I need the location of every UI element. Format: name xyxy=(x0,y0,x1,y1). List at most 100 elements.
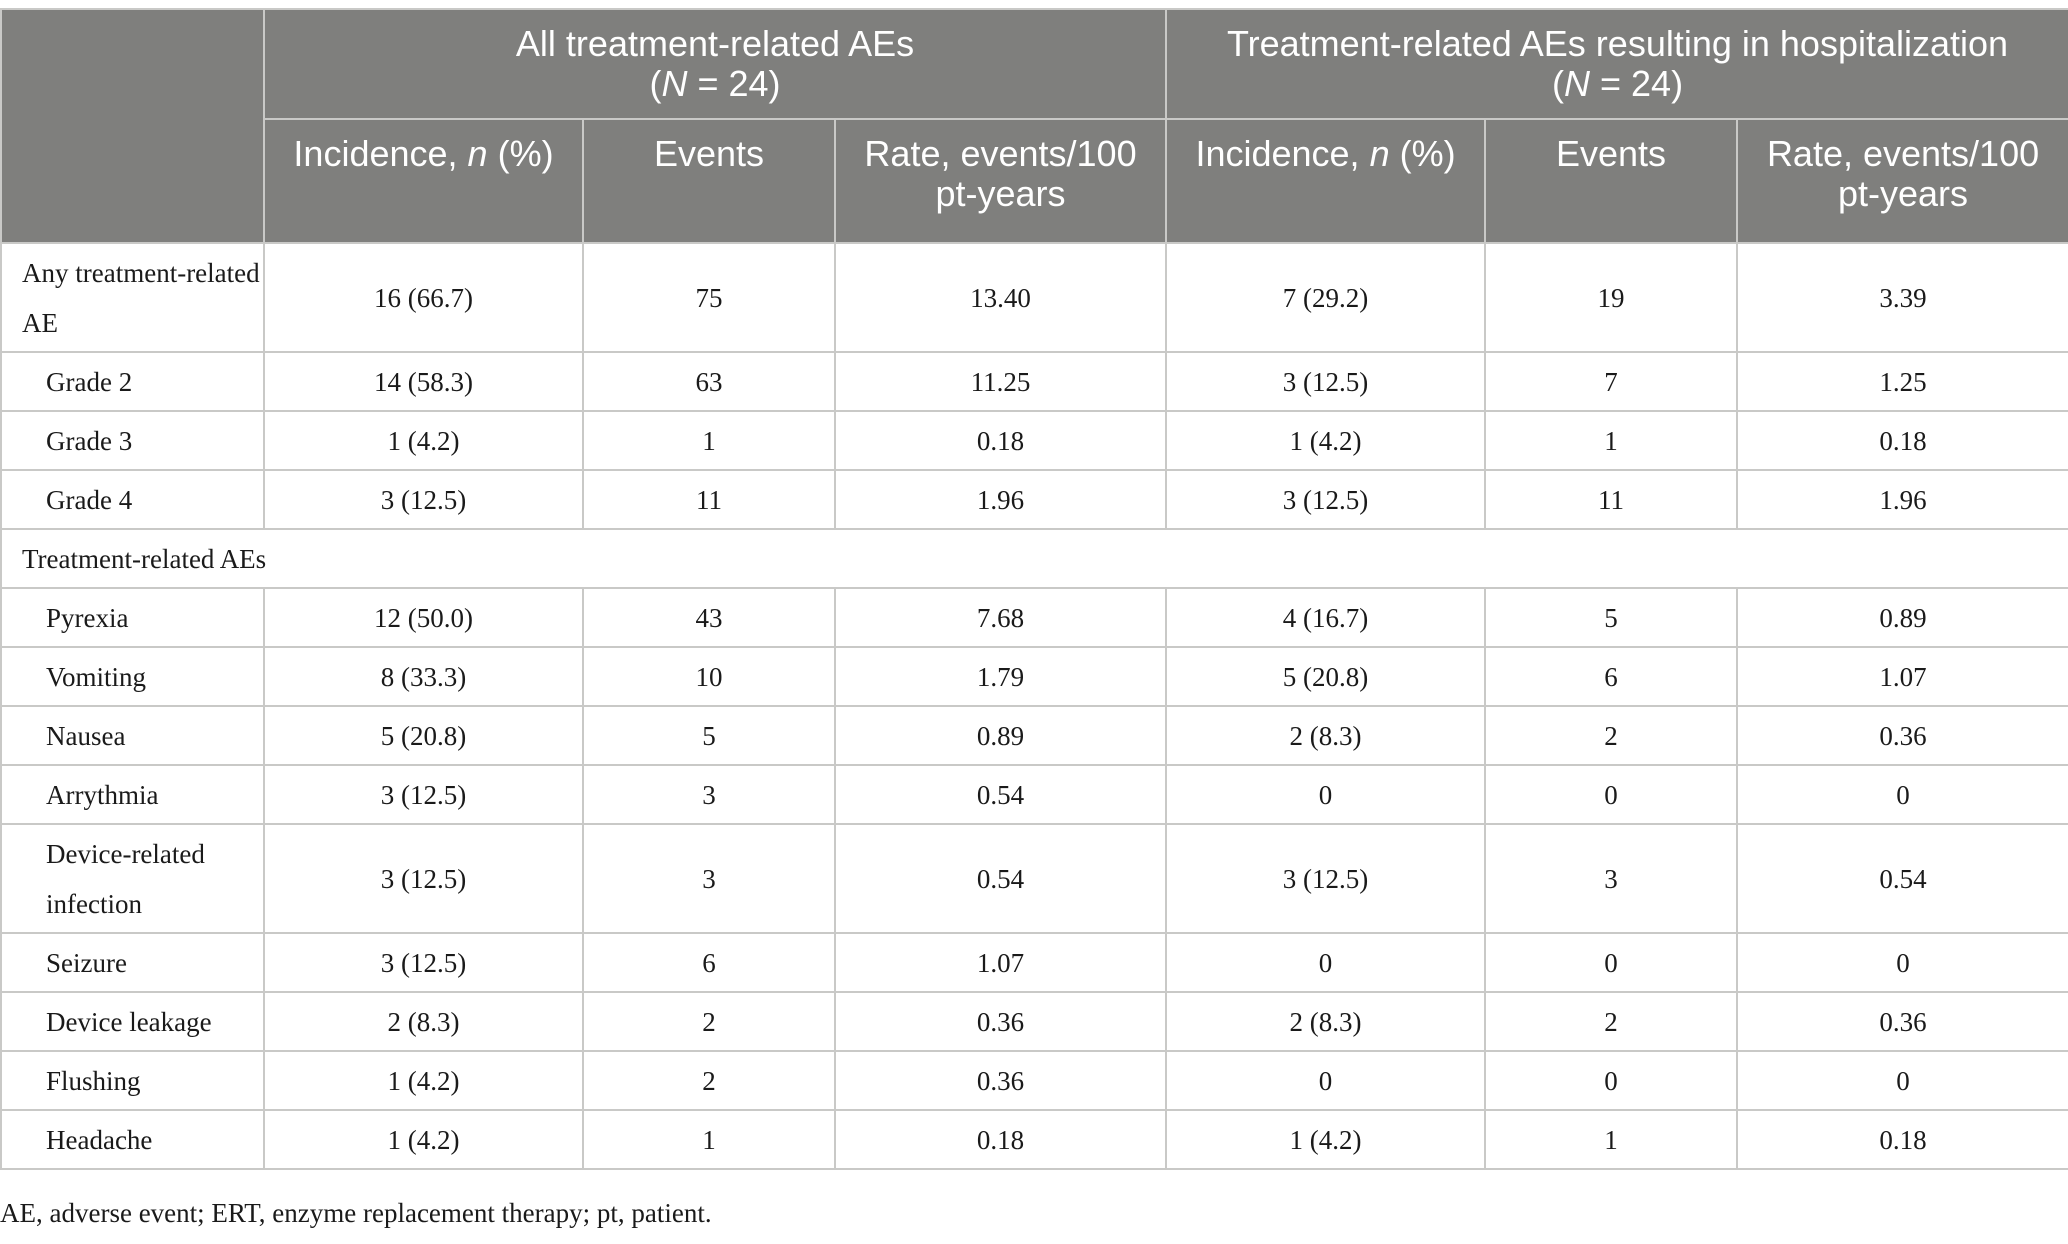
section-row: Treatment-related AEs xyxy=(0,528,2068,589)
cell-incidence: 3 (12.5) xyxy=(263,764,584,825)
table-body: Any treatment-related AE 16 (66.7) 75 13… xyxy=(0,242,2068,1170)
row-label: Pyrexia xyxy=(0,587,265,648)
cell-events: 3 xyxy=(582,764,836,825)
row-label: Grade 3 xyxy=(0,410,265,471)
cell-incidence: 5 (20.8) xyxy=(263,705,584,766)
header-rate-2: Rate, events/100 pt-years xyxy=(1736,118,2068,244)
cell-rate-hosp: 0 xyxy=(1736,932,2068,993)
cell-rate: 13.40 xyxy=(833,242,1168,353)
cell-events-hosp: 2 xyxy=(1484,991,1739,1052)
cell-events-hosp: 7 xyxy=(1484,351,1739,412)
cell-events: 1 xyxy=(582,1109,836,1170)
cell-rate: 7.68 xyxy=(833,587,1168,648)
cell-events: 75 xyxy=(582,242,836,353)
cell-incidence-hosp: 1 (4.2) xyxy=(1165,1109,1487,1170)
cell-rate-hosp: 3.39 xyxy=(1736,242,2068,353)
cell-events-hosp: 0 xyxy=(1484,764,1739,825)
cell-rate-hosp: 1.96 xyxy=(1736,469,2068,530)
cell-events: 63 xyxy=(582,351,836,412)
header-group-all-aes-title: All treatment-related AEs xyxy=(515,23,915,64)
cell-rate: 11.25 xyxy=(833,351,1168,412)
cell-events: 2 xyxy=(582,991,836,1052)
row-label: Device-related infection xyxy=(0,823,265,934)
cell-events: 11 xyxy=(582,469,836,530)
header-incidence-suffix: (%) xyxy=(487,133,554,174)
table-row: Headache 1 (4.2) 1 0.18 1 (4.2) 1 0.18 xyxy=(0,1109,2068,1170)
header-group-hospitalization-n-suffix: = 24) xyxy=(1590,63,1684,104)
cell-incidence: 14 (58.3) xyxy=(263,351,584,412)
cell-incidence-hosp: 0 xyxy=(1165,1050,1487,1111)
header-group-all-aes-n-italic: N xyxy=(661,63,688,104)
cell-rate: 0.36 xyxy=(833,1050,1168,1111)
table-row: Any treatment-related AE 16 (66.7) 75 13… xyxy=(0,242,2068,353)
cell-events-hosp: 2 xyxy=(1484,705,1739,766)
header-group-hospitalization-n-italic: N xyxy=(1564,63,1590,104)
cell-incidence: 3 (12.5) xyxy=(263,469,584,530)
cell-rate: 0.18 xyxy=(833,410,1168,471)
cell-rate-hosp: 0.18 xyxy=(1736,1109,2068,1170)
header-incidence-italic: n xyxy=(467,133,488,174)
cell-rate: 0.89 xyxy=(833,705,1168,766)
cell-events: 10 xyxy=(582,646,836,707)
table-row: Flushing 1 (4.2) 2 0.36 0 0 0 xyxy=(0,1050,2068,1111)
table-row: Grade 3 1 (4.2) 1 0.18 1 (4.2) 1 0.18 xyxy=(0,410,2068,471)
header-incidence-prefix: Incidence, xyxy=(1195,133,1370,174)
cell-incidence: 12 (50.0) xyxy=(263,587,584,648)
header-incidence-suffix: (%) xyxy=(1389,133,1456,174)
cell-events: 6 xyxy=(582,932,836,993)
cell-incidence: 16 (66.7) xyxy=(263,242,584,353)
header-group-hospitalization: Treatment-related AEs resulting in hospi… xyxy=(1165,8,2068,120)
cell-incidence-hosp: 2 (8.3) xyxy=(1165,705,1487,766)
cell-rate-hosp: 0.54 xyxy=(1736,823,2068,934)
cell-incidence-hosp: 7 (29.2) xyxy=(1165,242,1487,353)
cell-events-hosp: 0 xyxy=(1484,1050,1739,1111)
header-incidence-italic: n xyxy=(1369,133,1390,174)
cell-events-hosp: 19 xyxy=(1484,242,1739,353)
table-row: Pyrexia 12 (50.0) 43 7.68 4 (16.7) 5 0.8… xyxy=(0,587,2068,648)
cell-incidence-hosp: 0 xyxy=(1165,764,1487,825)
header-group-hospitalization-title: Treatment-related AEs resulting in hospi… xyxy=(1226,23,2009,64)
table-row: Grade 2 14 (58.3) 63 11.25 3 (12.5) 7 1.… xyxy=(0,351,2068,412)
cell-incidence-hosp: 3 (12.5) xyxy=(1165,469,1487,530)
cell-events-hosp: 0 xyxy=(1484,932,1739,993)
cell-rate: 1.96 xyxy=(833,469,1168,530)
cell-events: 1 xyxy=(582,410,836,471)
header-group-all-aes-n-prefix: ( xyxy=(649,63,662,104)
cell-incidence-hosp: 1 (4.2) xyxy=(1165,410,1487,471)
cell-incidence: 3 (12.5) xyxy=(263,823,584,934)
cell-incidence-hosp: 2 (8.3) xyxy=(1165,991,1487,1052)
row-label: Seizure xyxy=(0,932,265,993)
cell-rate-hosp: 0 xyxy=(1736,764,2068,825)
cell-rate: 0.36 xyxy=(833,991,1168,1052)
cell-incidence-hosp: 0 xyxy=(1165,932,1487,993)
header-group-all-aes: All treatment-related AEs (N = 24) xyxy=(262,8,1168,120)
cell-incidence: 3 (12.5) xyxy=(263,932,584,993)
header-incidence-2: Incidence, n (%) xyxy=(1165,118,1487,244)
row-label: Arrythmia xyxy=(0,764,265,825)
cell-rate-hosp: 0 xyxy=(1736,1050,2068,1111)
row-label: Any treatment-related AE xyxy=(0,242,265,353)
table-row: Nausea 5 (20.8) 5 0.89 2 (8.3) 2 0.36 xyxy=(0,705,2068,766)
cell-rate-hosp: 0.89 xyxy=(1736,587,2068,648)
cell-rate: 1.79 xyxy=(833,646,1168,707)
section-label: Treatment-related AEs xyxy=(0,528,2068,589)
cell-rate: 1.07 xyxy=(833,932,1168,993)
cell-rate-hosp: 1.25 xyxy=(1736,351,2068,412)
cell-events: 3 xyxy=(582,823,836,934)
adverse-events-table-container: All treatment-related AEs (N = 24) Treat… xyxy=(0,8,2068,1170)
cell-events-hosp: 1 xyxy=(1484,1109,1739,1170)
cell-rate-hosp: 0.18 xyxy=(1736,410,2068,471)
cell-incidence-hosp: 5 (20.8) xyxy=(1165,646,1487,707)
cell-events-hosp: 3 xyxy=(1484,823,1739,934)
cell-events-hosp: 5 xyxy=(1484,587,1739,648)
header-row-columns: Incidence, n (%) Events Rate, events/100… xyxy=(1,118,2068,244)
cell-events-hosp: 11 xyxy=(1484,469,1739,530)
table-row: Arrythmia 3 (12.5) 3 0.54 0 0 0 xyxy=(0,764,2068,825)
table-row: Seizure 3 (12.5) 6 1.07 0 0 0 xyxy=(0,932,2068,993)
cell-rate: 0.54 xyxy=(833,764,1168,825)
cell-rate-hosp: 0.36 xyxy=(1736,705,2068,766)
table-row: Device-related infection 3 (12.5) 3 0.54… xyxy=(0,823,2068,934)
header-incidence-prefix: Incidence, xyxy=(293,133,468,174)
cell-incidence-hosp: 4 (16.7) xyxy=(1165,587,1487,648)
header-group-all-aes-n-suffix: = 24) xyxy=(687,63,781,104)
